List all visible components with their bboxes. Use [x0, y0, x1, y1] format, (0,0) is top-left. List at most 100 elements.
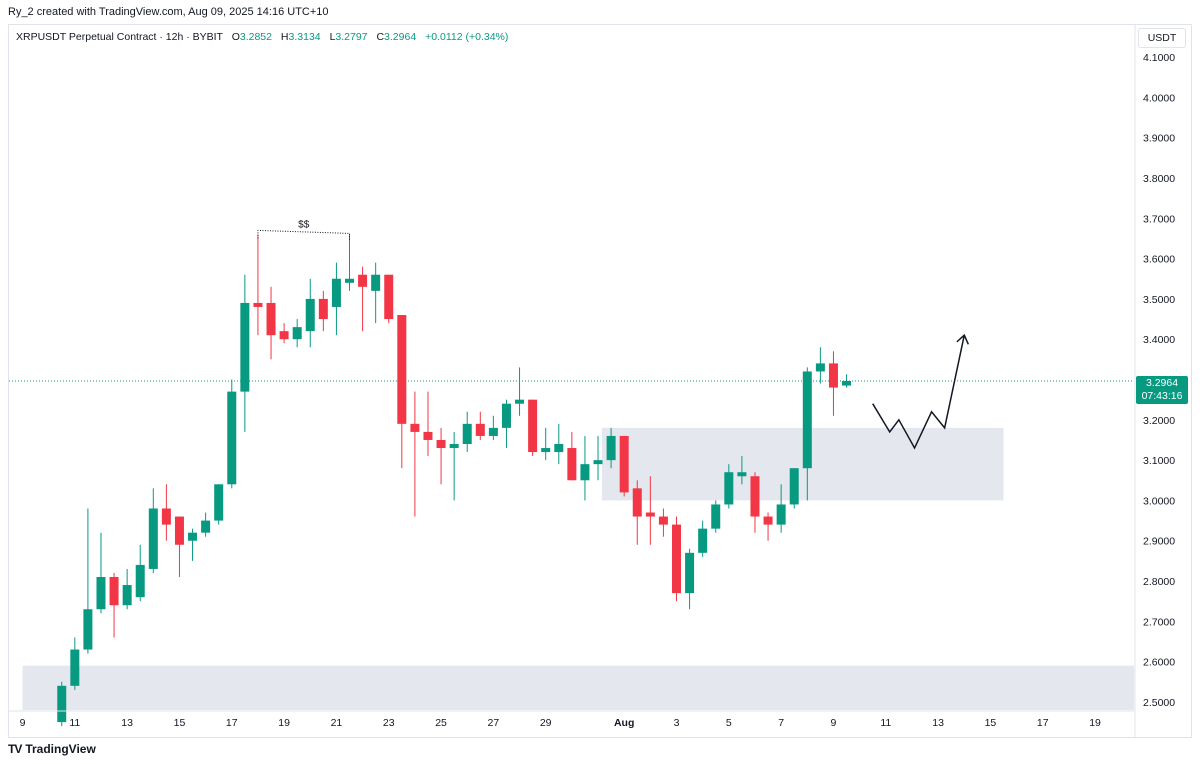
candle-body — [345, 278, 354, 283]
low-value: 3.2797 — [335, 31, 368, 43]
candle — [436, 427, 446, 485]
high-label: H — [280, 31, 289, 43]
candle-body — [828, 363, 838, 388]
candle-body — [567, 448, 577, 481]
candle — [227, 379, 237, 489]
y-tick-label: 3.0000 — [1143, 495, 1175, 507]
annotations-layer: $$ — [257, 219, 970, 450]
candle-body — [724, 472, 734, 505]
candle — [750, 472, 760, 533]
change-value: +0.0112 (+0.34%) — [425, 31, 509, 43]
candle-body — [279, 331, 289, 340]
candle — [488, 415, 498, 440]
candle-body — [384, 274, 394, 320]
candles-layer — [57, 234, 852, 727]
y-tick-label: 4.0000 — [1143, 92, 1175, 104]
candle-body — [253, 302, 263, 307]
candle-body — [410, 423, 420, 432]
tradingview-logo-icon: TV — [8, 742, 22, 756]
candle-body — [292, 327, 302, 340]
candle-body — [711, 504, 721, 529]
candle — [711, 500, 721, 533]
candle — [318, 290, 328, 332]
candle-body — [109, 577, 119, 606]
x-tick-label: 11 — [880, 717, 891, 729]
candle-body — [488, 427, 498, 436]
candle — [214, 484, 224, 525]
y-tick-label: 3.6000 — [1143, 254, 1175, 266]
currency-button[interactable]: USDT — [1138, 28, 1186, 48]
candle-body — [305, 298, 315, 332]
candle — [528, 399, 538, 457]
candle — [698, 520, 708, 557]
candle-body — [776, 504, 786, 525]
candle-body — [541, 448, 551, 453]
candle-body — [227, 391, 237, 485]
y-tick-label: 3.2000 — [1143, 415, 1175, 427]
x-tick-label: 15 — [985, 717, 997, 729]
candle-body — [515, 399, 525, 404]
candle-body — [737, 472, 747, 477]
candle — [632, 480, 642, 545]
candle — [240, 274, 250, 432]
y-tick-label: 3.7000 — [1143, 213, 1175, 225]
candle — [135, 544, 145, 602]
candle — [122, 568, 132, 610]
high-value: 3.3134 — [288, 31, 321, 43]
y-tick-label: 3.5000 — [1143, 294, 1175, 306]
candle — [305, 278, 315, 348]
candle-body — [331, 278, 341, 307]
candle-body — [135, 564, 145, 598]
zone-rect-1 — [22, 665, 1134, 710]
candle — [462, 411, 472, 453]
open-label: O — [231, 31, 240, 43]
candle — [515, 367, 525, 416]
candle — [541, 427, 551, 461]
candle-body — [842, 380, 852, 386]
candle — [279, 323, 289, 344]
candle-body — [750, 476, 760, 517]
candle-body — [201, 520, 211, 533]
candle-body — [436, 439, 446, 449]
chart-frame — [8, 24, 1192, 738]
x-tick-label: 13 — [121, 717, 133, 729]
candle-body — [593, 460, 603, 465]
candle — [475, 411, 485, 440]
candle-body — [358, 274, 368, 287]
candle-body — [698, 528, 708, 553]
candle — [501, 399, 511, 449]
candle-body — [423, 431, 433, 440]
candle-body — [685, 552, 695, 594]
projection-path — [872, 335, 965, 450]
y-tick-label: 2.5000 — [1143, 697, 1175, 709]
candle-body — [501, 403, 511, 428]
candle-body — [148, 508, 158, 569]
candle — [828, 351, 838, 416]
candle — [658, 508, 668, 537]
candle-body — [528, 399, 538, 453]
y-tick-label: 2.7000 — [1143, 616, 1175, 628]
tradingview-brand[interactable]: TV TradingView — [8, 742, 96, 756]
candle-body — [371, 274, 381, 291]
candle-body — [57, 685, 67, 723]
x-tick-label: 15 — [174, 717, 186, 729]
candle-body — [606, 435, 616, 461]
x-tick-label: 11 — [69, 717, 80, 729]
candle — [331, 262, 341, 336]
candle — [57, 681, 67, 727]
liquidity-line — [257, 229, 350, 241]
y-tick-label: 2.9000 — [1143, 536, 1175, 548]
candle-body — [397, 315, 407, 424]
candle-body — [122, 585, 132, 606]
y-tick-label: 2.8000 — [1143, 576, 1175, 588]
x-tick-label: 3 — [674, 717, 680, 729]
low-label: L — [329, 31, 336, 43]
candle-body — [449, 444, 459, 449]
candle-body — [462, 423, 472, 444]
x-tick-label: 5 — [726, 717, 732, 729]
x-tick-label: 25 — [435, 717, 447, 729]
candle-body — [214, 484, 224, 521]
candle — [188, 528, 198, 561]
candle — [449, 431, 459, 501]
